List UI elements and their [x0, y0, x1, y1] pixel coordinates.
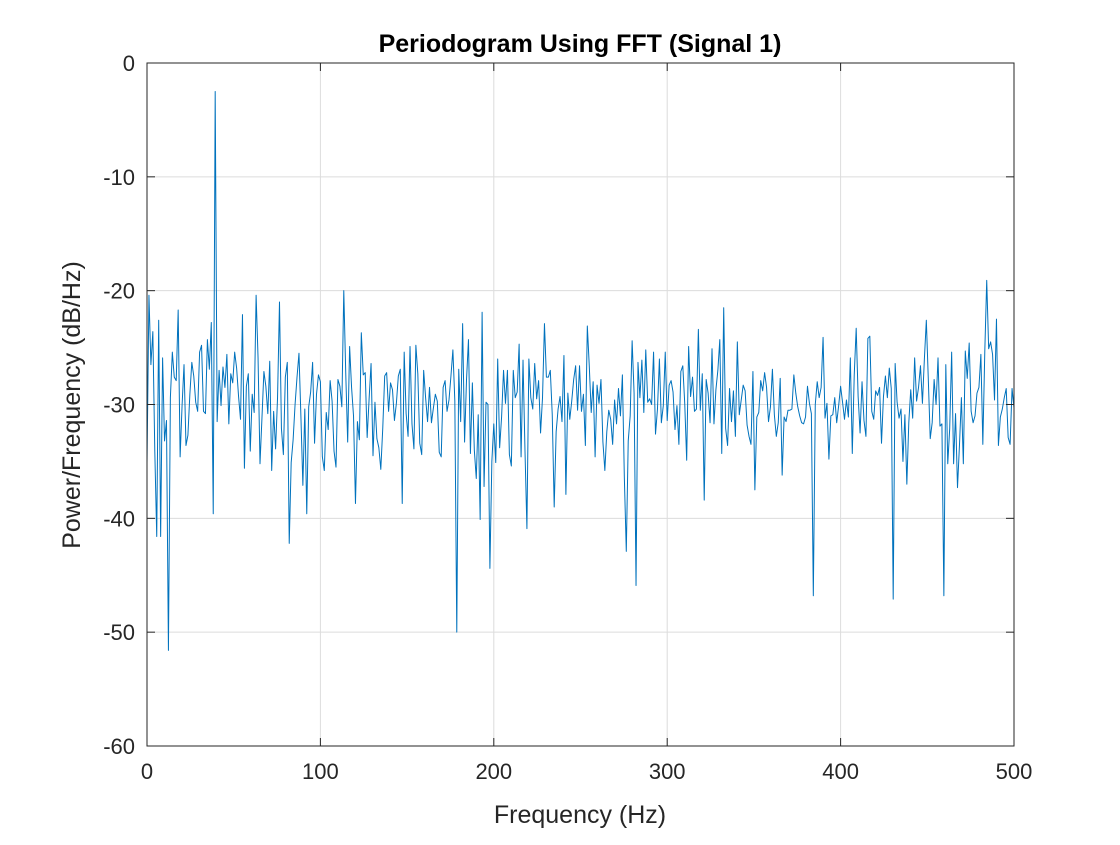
x-tick-labels: 0 100 200 300 400 500: [141, 759, 1032, 784]
x-tick-label: 500: [996, 759, 1033, 784]
chart-title: Periodogram Using FFT (Signal 1): [379, 30, 782, 58]
x-tick-label: 300: [649, 759, 686, 784]
grid-lines: [147, 63, 1014, 746]
x-tick-label: 400: [822, 759, 859, 784]
y-tick-label: -60: [103, 734, 135, 759]
x-tick-label: 100: [302, 759, 339, 784]
x-tick-label: 200: [475, 759, 512, 784]
y-tick-label: -20: [103, 279, 135, 304]
series-line: [146, 90, 1015, 651]
series-layer: [146, 90, 1015, 651]
x-tick-label: 0: [141, 759, 153, 784]
x-axis-label: Frequency (Hz): [494, 801, 666, 829]
y-tick-label: -30: [103, 393, 135, 418]
tick-marks: [146, 62, 1015, 747]
y-tick-label: -50: [103, 620, 135, 645]
y-axis-label: Power/Frequency (dB/Hz): [58, 261, 86, 549]
y-tick-label: 0: [123, 51, 135, 76]
y-tick-label: -40: [103, 506, 135, 531]
y-tick-labels: -60 -50 -40 -30 -20 -10 0: [103, 51, 135, 759]
y-tick-label: -10: [103, 165, 135, 190]
